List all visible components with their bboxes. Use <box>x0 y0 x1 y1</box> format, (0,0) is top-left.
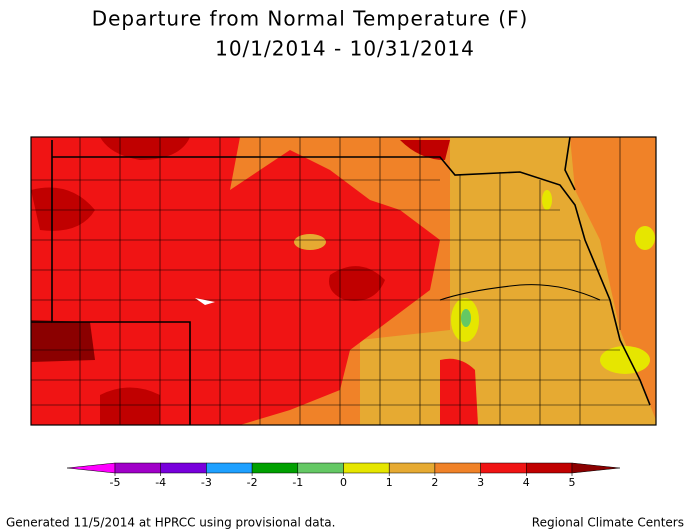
legend-swatch <box>251 462 299 474</box>
title-line-2: 10/1/2014 - 10/31/2014 <box>215 37 475 61</box>
map <box>30 136 657 426</box>
legend-tick-label: -4 <box>155 476 166 489</box>
legend: -5 -4 -3 -2 -1 0 1 2 3 4 5 <box>66 462 621 489</box>
legend-tick-label: 1 <box>386 476 393 489</box>
legend-swatch <box>343 462 390 474</box>
region-darkred <box>100 137 190 160</box>
legend-tick-label: 4 <box>523 476 530 489</box>
legend-tick-label: 2 <box>431 476 438 489</box>
map-frame <box>30 136 657 426</box>
region-yellow <box>600 346 650 374</box>
legend-arrow-high <box>571 462 621 474</box>
region-green <box>461 309 471 327</box>
state-border <box>52 156 651 406</box>
legend-swatch <box>434 462 481 474</box>
legend-swatch <box>160 462 207 474</box>
region-red <box>31 137 440 425</box>
legend-swatch <box>206 462 253 474</box>
region-darkred <box>400 140 450 160</box>
region-darkred <box>329 266 385 301</box>
title-line-1: Departure from Normal Temperature (F) <box>92 7 529 31</box>
river <box>439 284 601 301</box>
legend-swatch <box>480 462 527 474</box>
region-red <box>440 358 478 425</box>
footer-right: Regional Climate Centers <box>532 516 684 530</box>
legend-swatch <box>297 462 344 474</box>
legend-arrow-low <box>66 462 116 474</box>
legend-tick-label: 3 <box>477 476 484 489</box>
legend-tick-label: 0 <box>340 476 347 489</box>
legend-swatch <box>388 462 436 474</box>
region-maroon <box>31 320 95 362</box>
legend-swatch <box>114 462 161 474</box>
legend-tick-label: -1 <box>292 476 303 489</box>
legend-tick-label: -2 <box>247 476 258 489</box>
lake <box>195 298 215 305</box>
region-red <box>31 140 52 425</box>
footer-left: Generated 11/5/2014 at HPRCC using provi… <box>6 516 335 530</box>
state-border <box>31 136 576 323</box>
county-lines <box>31 137 650 425</box>
state-border <box>51 140 191 425</box>
legend-tick-label: -3 <box>201 476 212 489</box>
legend-tick-label: 5 <box>569 476 576 489</box>
legend-tick-label: -5 <box>110 476 121 489</box>
region-darkred <box>100 387 160 425</box>
region-yellow <box>635 226 655 250</box>
region-light <box>294 234 326 250</box>
region-yellow <box>542 190 552 210</box>
legend-swatch <box>526 462 573 474</box>
region-darkred <box>31 187 95 231</box>
